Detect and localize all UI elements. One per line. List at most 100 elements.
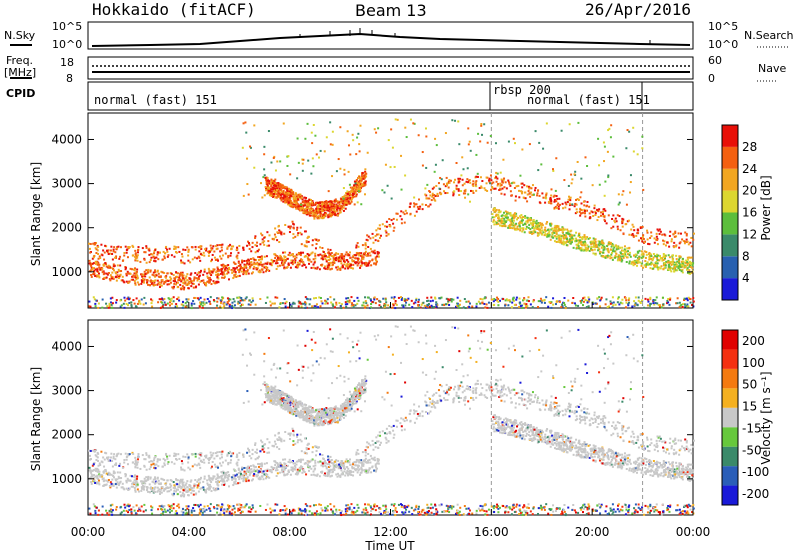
power-noise bbox=[169, 299, 172, 302]
velocity-echo bbox=[593, 414, 596, 417]
power-echo bbox=[605, 255, 608, 258]
power-noise bbox=[301, 302, 304, 305]
velocity-echo bbox=[668, 452, 671, 455]
power-echo bbox=[166, 283, 169, 286]
power-echo bbox=[523, 184, 526, 187]
velocity-echo bbox=[491, 393, 494, 396]
power-noise bbox=[151, 299, 154, 302]
power-echo bbox=[292, 193, 295, 196]
power-echo bbox=[555, 232, 558, 235]
power-echo bbox=[395, 212, 398, 215]
power-echo bbox=[299, 207, 302, 210]
power-echo bbox=[537, 222, 540, 225]
power-echo bbox=[149, 269, 152, 272]
power-noise bbox=[621, 298, 624, 301]
power-echo bbox=[269, 182, 272, 185]
power-noise bbox=[169, 301, 172, 304]
power-noise bbox=[319, 296, 322, 299]
power-echo bbox=[597, 247, 600, 250]
power-noise bbox=[223, 302, 226, 305]
power-echo bbox=[576, 198, 579, 201]
power-echo bbox=[662, 253, 665, 256]
power-echo bbox=[216, 274, 219, 277]
power-echo bbox=[494, 187, 497, 190]
power-echo bbox=[598, 248, 601, 251]
power-echo bbox=[593, 207, 596, 210]
power-echo bbox=[559, 234, 562, 237]
colorbar-tick-label: 24 bbox=[742, 162, 757, 176]
nsky-strip: N.Sky 10^5 10^0 10^5 10^0 N.Search bbox=[4, 20, 794, 51]
power-noise bbox=[678, 306, 681, 309]
power-echo bbox=[589, 216, 592, 219]
power-echo bbox=[590, 243, 593, 246]
freq-tick-top: 18 bbox=[60, 56, 74, 69]
power-noise bbox=[469, 302, 472, 305]
power-echo bbox=[586, 249, 589, 252]
power-echo bbox=[250, 264, 253, 267]
power-noise bbox=[313, 305, 316, 308]
power-echo bbox=[97, 257, 100, 260]
power-noise bbox=[634, 303, 637, 306]
cpid-segment-2: rbsp 200 bbox=[493, 83, 551, 97]
velocity-echo bbox=[284, 430, 287, 433]
power-echo bbox=[330, 203, 333, 206]
power-scatter bbox=[545, 122, 548, 125]
power-echo bbox=[214, 258, 217, 261]
power-echo bbox=[631, 223, 634, 226]
power-echo bbox=[417, 207, 420, 210]
power-echo bbox=[645, 253, 648, 256]
power-echo bbox=[235, 248, 238, 251]
power-echo bbox=[679, 265, 682, 268]
power-echo bbox=[495, 223, 498, 226]
power-echo bbox=[583, 235, 586, 238]
power-echo bbox=[287, 198, 290, 201]
power-noise bbox=[587, 305, 590, 308]
power-scatter bbox=[409, 118, 412, 121]
power-echo bbox=[287, 203, 290, 206]
power-echo bbox=[241, 261, 244, 264]
power-echo bbox=[584, 215, 587, 218]
velocity-echo bbox=[470, 396, 473, 399]
power-echo bbox=[248, 267, 251, 270]
power-echo bbox=[248, 261, 251, 264]
velocity-echo bbox=[520, 389, 523, 392]
velocity-echo bbox=[534, 393, 537, 396]
power-echo bbox=[515, 185, 518, 188]
power-scatter bbox=[568, 123, 571, 126]
power-echo bbox=[555, 235, 558, 238]
power-echo bbox=[521, 217, 524, 220]
power-echo bbox=[360, 252, 363, 255]
power-echo bbox=[526, 216, 529, 219]
power-echo bbox=[375, 262, 378, 265]
power-noise bbox=[338, 302, 341, 305]
power-echo bbox=[216, 244, 219, 247]
power-echo bbox=[623, 251, 626, 254]
power-echo bbox=[684, 261, 687, 264]
power-echo bbox=[276, 195, 279, 198]
velocity-echo bbox=[274, 443, 277, 446]
power-noise bbox=[291, 302, 294, 305]
power-echo bbox=[588, 217, 591, 220]
power-echo bbox=[651, 259, 654, 262]
power-echo bbox=[616, 228, 619, 231]
power-echo bbox=[354, 262, 357, 265]
power-echo bbox=[207, 254, 210, 257]
power-echo bbox=[290, 202, 293, 205]
power-echo bbox=[649, 255, 652, 258]
power-echo bbox=[134, 258, 137, 261]
power-echo bbox=[436, 194, 439, 197]
power-scatter bbox=[424, 127, 427, 130]
velocity-echo bbox=[446, 389, 449, 392]
power-echo bbox=[457, 179, 460, 182]
power-echo bbox=[457, 188, 460, 191]
power-scatter bbox=[610, 124, 613, 127]
power-echo bbox=[602, 215, 605, 218]
velocity-echo bbox=[314, 459, 317, 462]
velocity-echo bbox=[119, 462, 122, 465]
power-echo bbox=[513, 227, 516, 230]
power-echo bbox=[305, 202, 308, 205]
power-scatter bbox=[618, 201, 621, 204]
power-noise bbox=[493, 297, 496, 300]
power-echo bbox=[177, 246, 180, 249]
power-echo bbox=[673, 246, 676, 249]
